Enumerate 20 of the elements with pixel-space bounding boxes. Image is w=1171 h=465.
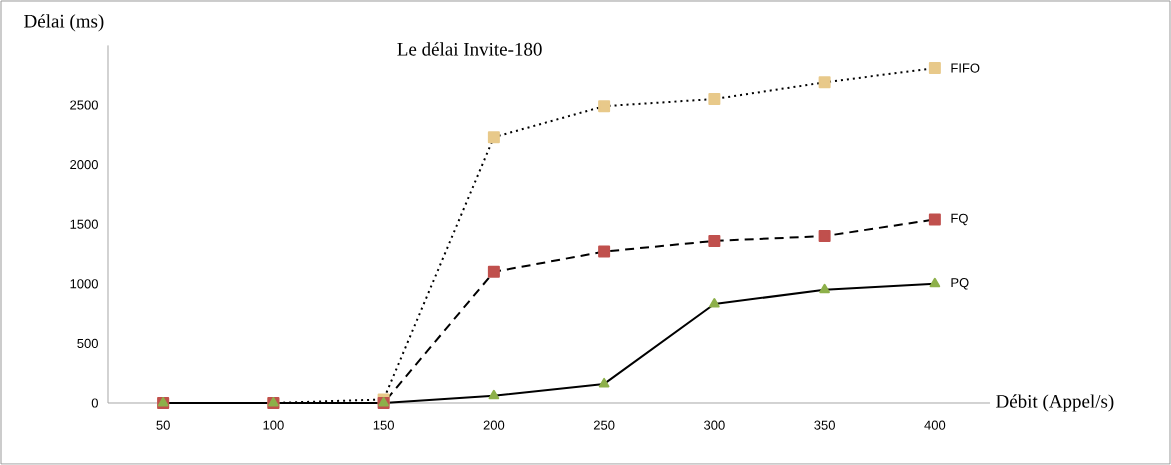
y-tick-label: 2500 xyxy=(70,100,98,110)
y-tick-label: 500 xyxy=(77,338,98,348)
x-tick-label: 100 xyxy=(263,420,284,430)
y-tick-label: 1000 xyxy=(70,279,98,289)
y-tick-label: 2000 xyxy=(70,159,98,170)
x-tick-label: 250 xyxy=(593,420,615,430)
series-label: FIFO xyxy=(951,63,980,73)
x-tick-label: 350 xyxy=(814,420,835,430)
series-label: PQ xyxy=(951,278,969,290)
y-tick-label: 1500 xyxy=(70,219,98,229)
x-tick-label: 150 xyxy=(373,420,394,430)
x-tick-label: 50 xyxy=(156,420,170,430)
series-label: FQ xyxy=(951,213,968,226)
y-axis-title: Délai (ms) xyxy=(24,14,104,32)
x-tick-label: 300 xyxy=(704,420,725,430)
x-tick-label: 200 xyxy=(483,420,505,430)
x-axis-title: Débit (Appel/s) xyxy=(996,394,1114,412)
y-tick-label: 0 xyxy=(91,398,98,408)
x-tick-label: 400 xyxy=(924,420,946,430)
chart-title: Le délai Invite-180 xyxy=(397,42,542,56)
